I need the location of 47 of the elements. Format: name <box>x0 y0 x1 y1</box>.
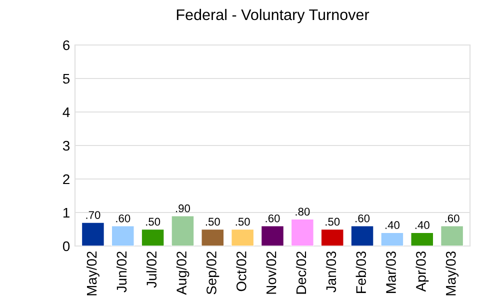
data-label: .80 <box>296 208 310 216</box>
data-label: .60 <box>445 214 460 222</box>
bar <box>380 232 404 246</box>
y-tick-label: 4 <box>62 107 70 118</box>
data-label: .50 <box>206 218 220 226</box>
x-tick-label: Feb/03 <box>356 251 366 293</box>
x-tick-label: Jan/03 <box>326 251 336 292</box>
x-tick-label: Mar/03 <box>386 251 396 293</box>
x-tick-label: May/02 <box>86 252 100 296</box>
bar <box>111 226 134 246</box>
y-tick-label: 1 <box>63 208 70 218</box>
x-tick-label: May/03 <box>446 251 459 296</box>
data-label: .50 <box>146 218 160 226</box>
y-tick-label: 5 <box>62 74 70 84</box>
data-label: .60 <box>266 214 280 222</box>
data-label: .50 <box>326 218 340 226</box>
data-label: .70 <box>86 211 100 219</box>
bar <box>320 228 344 246</box>
data-label: .40 <box>415 221 430 230</box>
chart-title: Federal - Voluntary Turnover <box>176 8 370 24</box>
x-tick-label: Nov/02 <box>266 252 276 294</box>
x-tick-label: Jul/02 <box>146 252 157 288</box>
bar <box>290 218 314 246</box>
data-label: .50 <box>236 218 250 226</box>
bar <box>440 226 464 246</box>
y-tick-label: 6 <box>63 40 70 50</box>
bar <box>260 226 284 246</box>
data-label: .60 <box>356 214 370 222</box>
bar <box>350 226 374 246</box>
bar <box>171 216 194 246</box>
bar <box>410 232 434 246</box>
data-label: .40 <box>385 221 400 230</box>
x-tick-label: Sep/02 <box>206 252 220 294</box>
bar <box>201 228 224 246</box>
x-tick-label: Jun/02 <box>116 252 127 292</box>
y-tick-label: 0 <box>62 241 70 252</box>
x-tick-label: Oct/02 <box>236 252 246 292</box>
x-tick-label: Aug/02 <box>176 252 190 295</box>
x-tick-label: Dec/02 <box>296 252 306 294</box>
x-tick-label: Apr/03 <box>416 251 429 292</box>
data-label: .90 <box>176 204 190 212</box>
bar <box>141 228 164 246</box>
y-tick-label: 3 <box>62 140 70 151</box>
data-label: .60 <box>116 214 130 222</box>
bar <box>81 222 105 246</box>
bar <box>231 228 254 246</box>
y-tick-label: 2 <box>63 174 70 184</box>
